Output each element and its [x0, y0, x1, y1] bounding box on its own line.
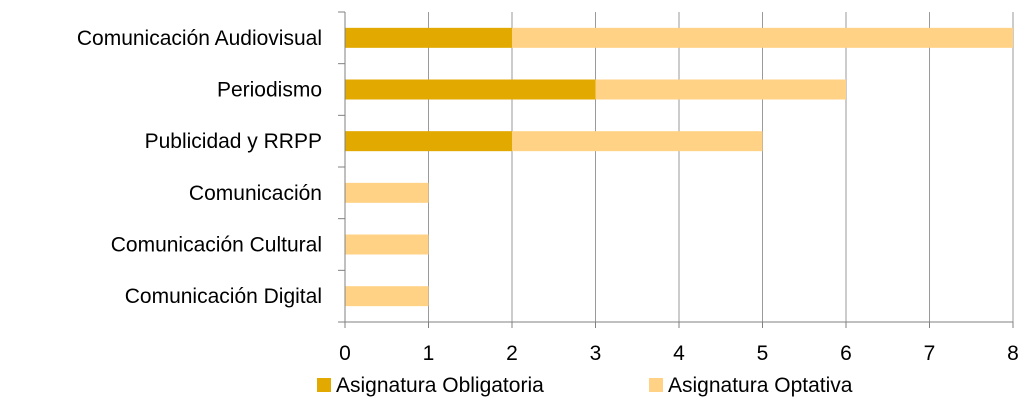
x-tick-labels: 0 1 2 3 4 5 6 7 8 — [339, 342, 1019, 365]
legend-swatch-optativa — [649, 378, 663, 392]
category-label-5: Comunicación Digital — [125, 285, 322, 308]
x-tick-label-4: 4 — [673, 342, 685, 365]
bars — [345, 27, 1013, 307]
bar-optativa-3 — [345, 182, 429, 203]
axes — [338, 11, 1014, 328]
bar-obligatoria-0 — [345, 27, 512, 48]
x-tick-label-0: 0 — [339, 342, 351, 365]
x-tick-label-2: 2 — [506, 342, 518, 365]
category-label-3: Comunicación — [189, 182, 322, 205]
bar-obligatoria-1 — [345, 79, 596, 100]
legend: Asignatura Obligatoria Asignatura Optativ… — [317, 374, 853, 397]
bar-obligatoria-2 — [345, 131, 512, 152]
category-label-4: Comunicación Cultural — [111, 234, 322, 257]
bar-optativa-0 — [512, 27, 1013, 48]
grid-lines — [344, 12, 1014, 322]
x-tick-label-5: 5 — [757, 342, 769, 365]
bar-optativa-4 — [345, 234, 429, 255]
legend-label-obligatoria: Asignatura Obligatoria — [336, 374, 544, 397]
x-tick-label-7: 7 — [924, 342, 936, 365]
bar-optativa-5 — [345, 286, 429, 307]
bar-optativa-1 — [595, 79, 846, 100]
x-tick-label-3: 3 — [590, 342, 602, 365]
legend-label-optativa: Asignatura Optativa — [668, 374, 853, 397]
category-labels: Comunicación Audiovisual Periodismo Public… — [77, 27, 322, 308]
bar-optativa-2 — [512, 131, 763, 152]
category-label-0: Comunicación Audiovisual — [77, 27, 322, 50]
x-tick-label-6: 6 — [840, 342, 852, 365]
x-tick-label-8: 8 — [1007, 342, 1019, 365]
x-tick-label-1: 1 — [423, 342, 435, 365]
legend-swatch-obligatoria — [317, 378, 331, 392]
category-label-1: Periodismo — [217, 79, 322, 102]
category-label-2: Publicidad y RRPP — [145, 130, 322, 153]
